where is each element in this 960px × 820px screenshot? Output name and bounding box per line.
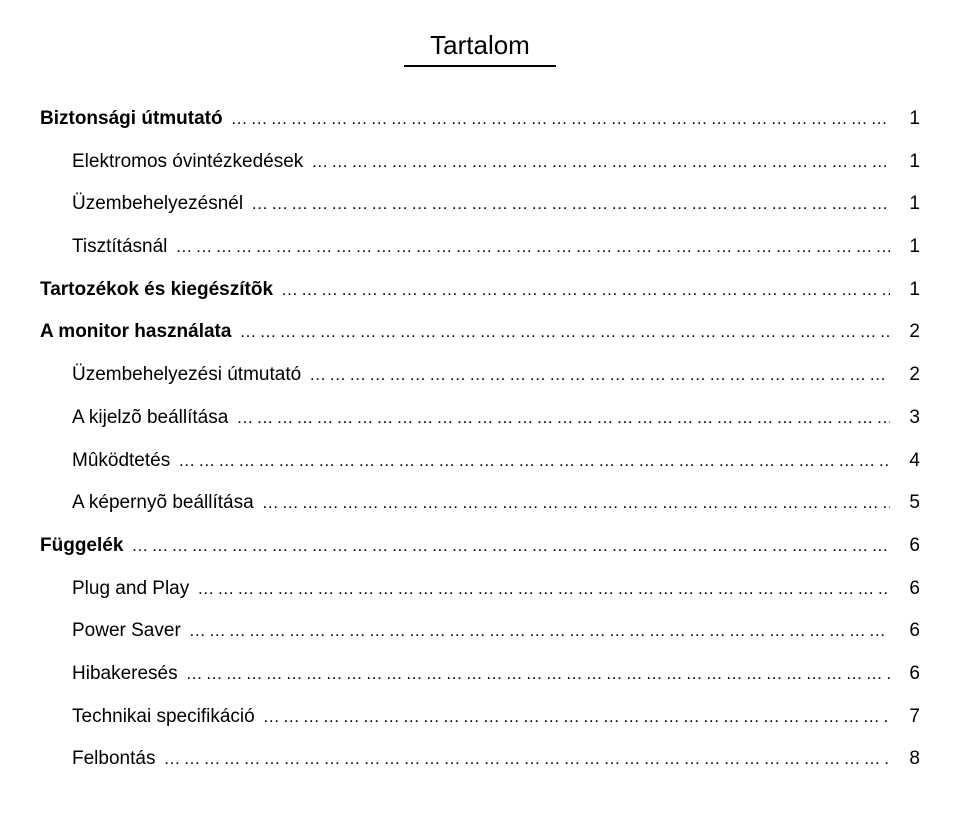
toc-tech-spec: Technikai specifikáció…………………………………………………	[40, 705, 920, 730]
toc-label: Mûködtetés	[40, 449, 170, 474]
toc-leader-dots: ……………………………………………………………………………………………………………	[254, 492, 890, 514]
toc-leader-dots: ……………………………………………………………………………………………………………	[303, 151, 890, 173]
toc-label: A kijelzõ beállítása	[40, 406, 228, 431]
toc-page-number: 1	[890, 107, 920, 132]
toc-leader-dots: ……………………………………………………………………………………………………………	[178, 663, 890, 685]
toc-leader-dots: ……………………………………………………………………………………………………………	[255, 706, 890, 728]
toc-page-number: 3	[890, 406, 920, 431]
toc-label: A képernyõ beállítása	[40, 491, 254, 516]
toc-electrical-precautions: Elektromos óvintézkedések…………………………………………	[40, 150, 920, 175]
toc-accessories: Tartozékok és kiegészítõk…………………………………………	[40, 278, 920, 303]
toc-label: Felbontás	[40, 747, 155, 772]
toc-page-number: 5	[890, 491, 920, 516]
toc-screen-settings: A képernyõ beállítása……………………………………………………	[40, 491, 920, 516]
toc-label: Tartozékok és kiegészítõk	[40, 278, 273, 303]
toc-leader-dots: ……………………………………………………………………………………………………………	[273, 279, 890, 301]
toc-leader-dots: ……………………………………………………………………………………………………………	[181, 620, 890, 642]
toc-label: Függelék	[40, 534, 123, 559]
page: Tartalom Biztonsági útmutató…………………………………	[0, 0, 960, 820]
toc-monitor-usage: A monitor használata………………………………………………………	[40, 320, 920, 345]
toc-safety-guide: Biztonsági útmutató…………………………………………………………	[40, 107, 920, 132]
toc-page-number: 1	[890, 150, 920, 175]
toc-leader-dots: ……………………………………………………………………………………………………………	[228, 407, 890, 429]
toc-page-number: 2	[890, 320, 920, 345]
toc-leader-dots: ……………………………………………………………………………………………………………	[170, 450, 890, 472]
toc-label: Üzembehelyezési útmutató	[40, 363, 301, 388]
toc-appendix: Függelék………………………………………………………………………………………	[40, 534, 920, 559]
toc-page-number: 2	[890, 363, 920, 388]
toc-label: A monitor használata	[40, 320, 231, 345]
toc-label: Üzembehelyezésnél	[40, 192, 243, 217]
toc-label: Plug and Play	[40, 577, 189, 602]
toc-label: Elektromos óvintézkedések	[40, 150, 303, 175]
toc-label: Power Saver	[40, 619, 181, 644]
toc-page-number: 1	[890, 235, 920, 260]
toc-label: Biztonsági útmutató	[40, 107, 223, 132]
toc-page-number: 1	[890, 192, 920, 217]
title-container: Tartalom	[40, 30, 920, 67]
toc-page-number: 6	[890, 662, 920, 687]
toc-page-number: 6	[890, 534, 920, 559]
toc-display-settings: A kijelzõ beállítása………………………………………………………	[40, 406, 920, 431]
toc-operation: Mûködtetés…………………………………………………………………………………	[40, 449, 920, 474]
toc-troubleshooting: Hibakeresés………………………………………………………………………………	[40, 662, 920, 687]
toc-page-number: 4	[890, 449, 920, 474]
toc-installation-guide: Üzembehelyezési útmutató……………………………………………	[40, 363, 920, 388]
toc-page-number: 6	[890, 577, 920, 602]
toc-during-cleaning: Tisztításnál……………………………………………………………………………	[40, 235, 920, 260]
toc-page-number: 1	[890, 278, 920, 303]
toc-label: Hibakeresés	[40, 662, 178, 687]
toc-resolution: Felbontás……………………………………………………………………………………	[40, 747, 920, 772]
toc-during-installation: Üzembehelyezésnél………………………………………………………………	[40, 192, 920, 217]
table-of-contents: Biztonsági útmutató…………………………………………………………	[40, 107, 920, 772]
toc-leader-dots: ……………………………………………………………………………………………………………	[301, 364, 890, 386]
toc-power-saver: Power Saver………………………………………………………………………………	[40, 619, 920, 644]
toc-page-number: 6	[890, 619, 920, 644]
toc-label: Technikai specifikáció	[40, 705, 255, 730]
toc-leader-dots: ……………………………………………………………………………………………………………	[243, 193, 890, 215]
toc-leader-dots: ……………………………………………………………………………………………………………	[167, 236, 890, 258]
toc-plug-and-play: Plug and Play…………………………………………………………………………	[40, 577, 920, 602]
toc-leader-dots: ……………………………………………………………………………………………………………	[231, 321, 890, 343]
toc-leader-dots: ……………………………………………………………………………………………………………	[223, 108, 890, 130]
toc-leader-dots: ……………………………………………………………………………………………………………	[155, 748, 890, 770]
toc-label: Tisztításnál	[40, 235, 167, 260]
page-title: Tartalom	[404, 30, 556, 67]
toc-page-number: 8	[890, 747, 920, 772]
toc-page-number: 7	[890, 705, 920, 730]
toc-leader-dots: ……………………………………………………………………………………………………………	[189, 578, 890, 600]
toc-leader-dots: ……………………………………………………………………………………………………………	[123, 535, 890, 557]
